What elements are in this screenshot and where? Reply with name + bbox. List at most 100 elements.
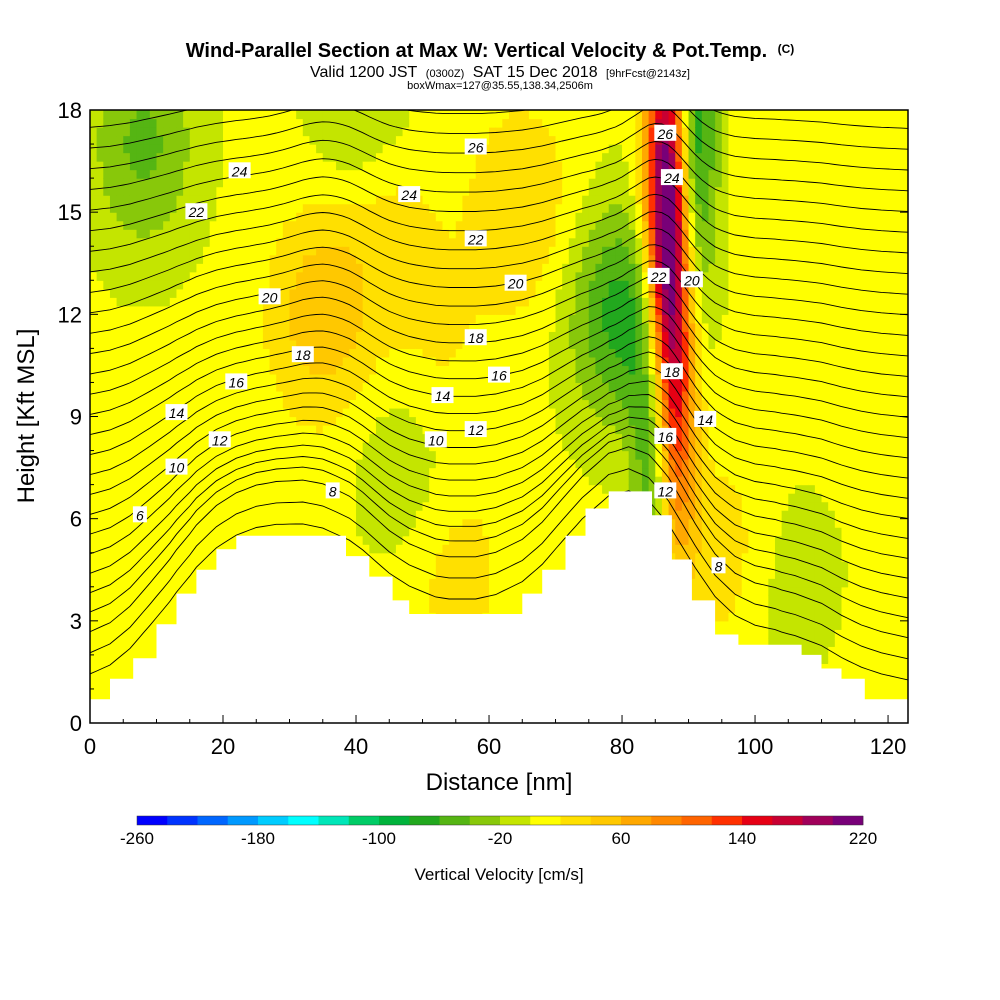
velocity-cell: [223, 544, 231, 554]
velocity-cell: [189, 416, 198, 426]
velocity-cell: [302, 518, 311, 528]
velocity-cell: [262, 373, 271, 384]
velocity-cell: [189, 161, 198, 171]
velocity-cell: [276, 161, 284, 171]
velocity-cell: [356, 237, 364, 247]
velocity-cell: [149, 646, 158, 656]
velocity-cell: [256, 484, 264, 494]
velocity-cell: [316, 229, 324, 239]
velocity-cell: [249, 527, 257, 537]
velocity-cell: [489, 229, 497, 239]
velocity-cell: [262, 407, 271, 418]
velocity-cell: [123, 484, 131, 494]
velocity-cell: [176, 493, 184, 503]
velocity-cell: [322, 339, 331, 349]
velocity-cell: [116, 161, 124, 171]
velocity-cell: [96, 586, 104, 596]
velocity-cell: [116, 297, 124, 307]
velocity-cell: [116, 229, 124, 239]
velocity-cell: [302, 127, 311, 137]
velocity-cell: [169, 195, 178, 205]
velocity-cell: [336, 195, 344, 205]
velocity-cell: [209, 544, 217, 554]
velocity-cell: [495, 118, 503, 128]
velocity-cell: [103, 399, 111, 409]
velocity-cell: [316, 399, 324, 409]
velocity-cell: [223, 322, 231, 332]
velocity-cell: [542, 280, 550, 290]
velocity-cell: [196, 484, 204, 494]
velocity-cell: [203, 186, 211, 196]
velocity-cell: [495, 467, 503, 477]
velocity-cell: [149, 229, 158, 239]
velocity-cell: [262, 416, 271, 426]
velocity-cell: [236, 484, 244, 494]
velocity-cell: [402, 450, 410, 460]
velocity-cell: [176, 178, 184, 188]
velocity-cell: [163, 501, 171, 511]
velocity-cell: [449, 407, 457, 418]
velocity-cell: [256, 390, 264, 401]
velocity-cell: [90, 152, 98, 162]
velocity-cell: [336, 365, 344, 375]
velocity-cell: [229, 484, 237, 494]
velocity-cell: [495, 535, 503, 545]
velocity-cell: [542, 544, 550, 554]
velocity-cell: [535, 169, 543, 179]
velocity-cell: [143, 527, 151, 537]
velocity-cell: [522, 484, 530, 494]
velocity-cell: [515, 484, 523, 494]
velocity-cell: [449, 322, 457, 332]
velocity-cell: [542, 322, 550, 332]
velocity-cell: [196, 527, 204, 537]
velocity-cell: [362, 544, 370, 554]
velocity-cell: [375, 195, 384, 205]
velocity-cell: [176, 220, 184, 230]
velocity-cell: [216, 220, 224, 230]
velocity-cell: [209, 161, 217, 171]
velocity-cell: [163, 186, 171, 196]
velocity-cell: [409, 220, 417, 230]
velocity-cell: [329, 518, 337, 528]
velocity-cell: [522, 365, 530, 375]
velocity-cell: [469, 118, 477, 128]
velocity-cell: [442, 288, 450, 298]
velocity-cell: [356, 331, 364, 341]
velocity-cell: [322, 314, 331, 324]
velocity-cell: [109, 535, 118, 545]
velocity-cell: [435, 203, 444, 213]
velocity-cell: [489, 476, 497, 486]
velocity-cell: [116, 646, 124, 656]
velocity-cell: [109, 220, 118, 230]
velocity-cell: [229, 339, 237, 349]
velocity-cell: [256, 110, 264, 120]
velocity-cell: [535, 586, 543, 596]
velocity-cell: [229, 510, 237, 520]
velocity-cell: [508, 305, 517, 315]
velocity-cell: [455, 527, 464, 537]
velocity-cell: [143, 237, 151, 247]
velocity-cell: [429, 331, 437, 341]
velocity-cell: [242, 493, 251, 503]
velocity-cell: [256, 510, 264, 520]
velocity-cell: [415, 118, 424, 128]
velocity-cell: [129, 595, 138, 605]
velocity-cell: [495, 390, 503, 401]
velocity-cell: [422, 535, 430, 545]
velocity-cell: [103, 535, 111, 545]
velocity-cell: [402, 263, 410, 273]
velocity-cell: [349, 467, 357, 477]
velocity-cell: [256, 178, 264, 188]
velocity-cell: [449, 544, 457, 554]
velocity-cell: [143, 246, 151, 256]
velocity-cell: [429, 314, 437, 324]
velocity-cell: [462, 518, 470, 528]
velocity-cell: [123, 271, 131, 281]
velocity-cell: [508, 263, 517, 273]
velocity-cell: [229, 186, 237, 196]
velocity-cell: [123, 246, 131, 256]
velocity-cell: [508, 365, 517, 375]
velocity-cell: [475, 246, 483, 256]
velocity-cell: [269, 518, 277, 528]
velocity-cell: [395, 229, 404, 239]
